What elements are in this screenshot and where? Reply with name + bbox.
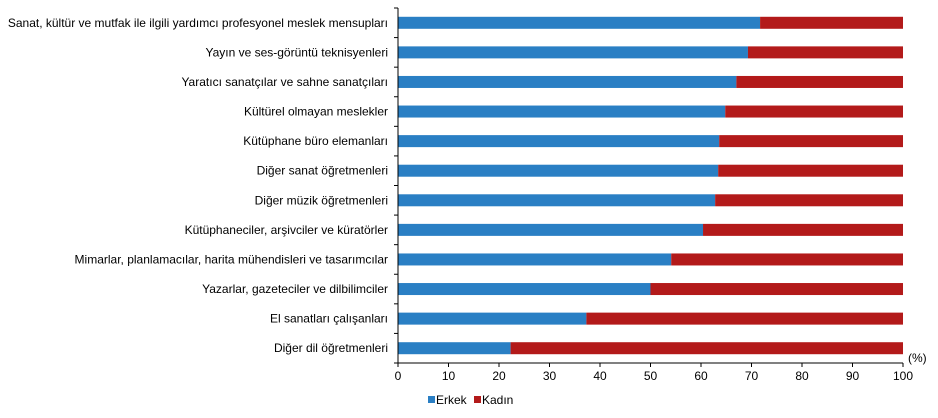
- bar-erkek-6: [398, 194, 716, 207]
- x-tick-label: 70: [745, 369, 759, 383]
- bar-kadın-7: [703, 223, 903, 236]
- category-label: Diğer sanat öğretmenleri: [257, 164, 388, 178]
- bar-erkek-0: [398, 16, 761, 29]
- category-label: Kütüphane büro elemanları: [243, 134, 388, 148]
- bar-erkek-3: [398, 105, 726, 118]
- category-label: Sanat, kültür ve mutfak ile ilgili yardı…: [8, 16, 388, 30]
- bar-kadın-9: [650, 283, 903, 296]
- bar-erkek-11: [398, 342, 511, 355]
- bar-erkek-10: [398, 312, 587, 325]
- x-tick-label: 0: [395, 369, 402, 383]
- bar-erkek-7: [398, 223, 704, 236]
- x-unit-label: (%): [908, 351, 927, 365]
- bar-kadın-10: [586, 312, 903, 325]
- x-tick-label: 40: [593, 369, 607, 383]
- x-tick-label: 100: [893, 369, 913, 383]
- bar-kadın-1: [747, 46, 903, 59]
- x-tick-label: 50: [644, 369, 658, 383]
- bar-erkek-8: [398, 253, 672, 266]
- category-label: Diğer müzik öğretmenleri: [255, 193, 388, 207]
- x-tick-label: 60: [694, 369, 708, 383]
- category-label: El sanatları çalışanları: [270, 312, 388, 326]
- category-label: Kültürel olmayan meslekler: [244, 105, 388, 119]
- legend-swatch-kadın: [474, 396, 481, 403]
- x-tick-label: 30: [543, 369, 557, 383]
- category-label: Yazarlar, gazeteciler ve dilbilimciler: [202, 282, 388, 296]
- x-tick-label: 10: [442, 369, 456, 383]
- category-label: Mimarlar, planlamacılar, harita mühendis…: [75, 252, 388, 266]
- bar-erkek-5: [398, 164, 719, 177]
- bar-kadın-5: [718, 164, 903, 177]
- category-label: Kütüphaneciler, arşivciler ve küratörler: [185, 223, 388, 237]
- bar-kadın-8: [671, 253, 903, 266]
- category-label: Diğer dil öğretmenleri: [274, 341, 388, 355]
- bar-kadın-2: [736, 75, 903, 88]
- bar-erkek-9: [398, 283, 651, 296]
- x-tick-label: 90: [846, 369, 860, 383]
- bar-erkek-2: [398, 75, 737, 88]
- bar-erkek-4: [398, 135, 720, 148]
- legend-swatch-erkek: [428, 396, 435, 403]
- bar-kadın-0: [760, 16, 903, 29]
- x-tick-label: 80: [795, 369, 809, 383]
- category-label: Yayın ve ses-görüntü teknisyenleri: [205, 45, 388, 59]
- bar-kadın-11: [510, 342, 903, 355]
- legend-label: Erkek: [436, 393, 468, 407]
- legend-label: Kadın: [482, 393, 513, 407]
- bar-kadın-3: [725, 105, 903, 118]
- bar-kadın-6: [715, 194, 903, 207]
- x-tick-label: 20: [492, 369, 506, 383]
- bar-kadın-4: [719, 135, 903, 148]
- category-label: Yaratıcı sanatçılar ve sahne sanatçıları: [181, 75, 388, 89]
- bar-erkek-1: [398, 46, 748, 59]
